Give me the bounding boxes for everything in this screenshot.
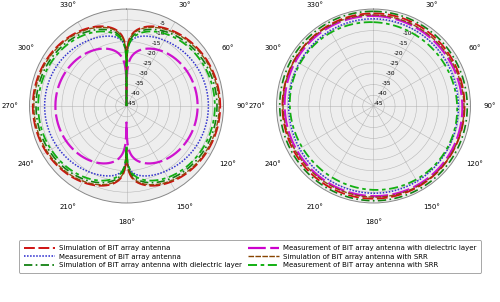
Legend: Simulation of BiT array antenna, Measurement of BiT array antenna, Simulation of: Simulation of BiT array antenna, Measure…	[19, 240, 481, 273]
